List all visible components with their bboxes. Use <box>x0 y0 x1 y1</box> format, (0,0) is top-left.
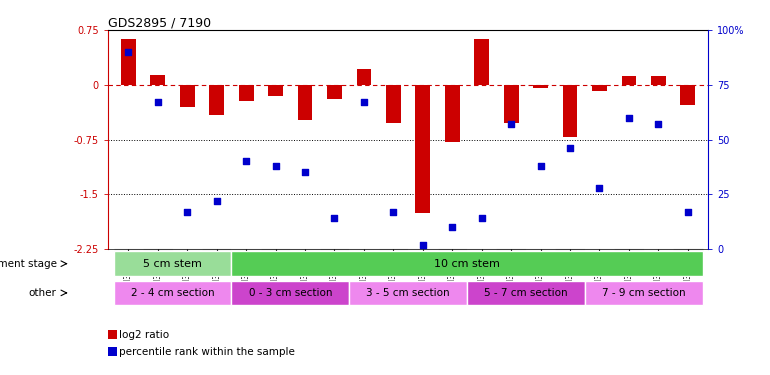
Point <box>417 242 429 248</box>
Text: other: other <box>28 288 57 298</box>
Text: 3 - 5 cm section: 3 - 5 cm section <box>367 288 450 298</box>
Bar <box>445 85 460 142</box>
Bar <box>114 251 232 276</box>
Bar <box>592 85 607 91</box>
Bar <box>474 39 489 85</box>
Point <box>152 99 164 105</box>
Point <box>328 215 340 221</box>
Bar <box>416 85 430 213</box>
Text: development stage: development stage <box>0 259 57 268</box>
Bar <box>150 75 166 85</box>
Text: 0 - 3 cm section: 0 - 3 cm section <box>249 288 332 298</box>
Text: percentile rank within the sample: percentile rank within the sample <box>119 347 295 357</box>
Point <box>122 49 135 55</box>
Bar <box>467 280 584 305</box>
Point <box>240 159 253 165</box>
Text: 2 - 4 cm section: 2 - 4 cm section <box>131 288 214 298</box>
Text: GDS2895 / 7190: GDS2895 / 7190 <box>108 17 211 30</box>
Text: 5 - 7 cm section: 5 - 7 cm section <box>484 288 567 298</box>
Point <box>681 209 694 215</box>
Bar <box>563 85 578 137</box>
Bar <box>239 85 253 101</box>
Point <box>623 115 635 121</box>
Point <box>476 215 488 221</box>
Bar <box>504 85 518 123</box>
Point <box>299 170 311 176</box>
Point <box>534 163 547 169</box>
Bar <box>114 280 232 305</box>
Bar <box>681 85 695 105</box>
Text: 10 cm stem: 10 cm stem <box>434 259 500 268</box>
Bar <box>327 85 342 99</box>
Point <box>387 209 400 215</box>
Text: 5 cm stem: 5 cm stem <box>143 259 202 268</box>
Point <box>446 224 458 230</box>
Bar <box>180 85 195 106</box>
Point <box>358 99 370 105</box>
Point <box>181 209 193 215</box>
Bar <box>350 280 467 305</box>
Bar <box>121 39 136 85</box>
Bar <box>232 280 350 305</box>
Point <box>594 185 606 191</box>
Bar <box>584 280 702 305</box>
Bar <box>232 251 702 276</box>
Text: log2 ratio: log2 ratio <box>119 330 169 340</box>
Bar <box>386 85 400 123</box>
Text: 7 - 9 cm section: 7 - 9 cm section <box>602 288 685 298</box>
Bar <box>533 85 548 88</box>
Bar <box>268 85 283 96</box>
Bar <box>357 69 371 85</box>
Bar <box>621 76 636 85</box>
Bar <box>651 76 666 85</box>
Point <box>564 145 576 151</box>
Bar <box>298 85 313 120</box>
Bar <box>209 85 224 116</box>
Point <box>270 163 282 169</box>
Point <box>652 121 665 127</box>
Point <box>210 198 223 204</box>
Point <box>505 121 517 127</box>
